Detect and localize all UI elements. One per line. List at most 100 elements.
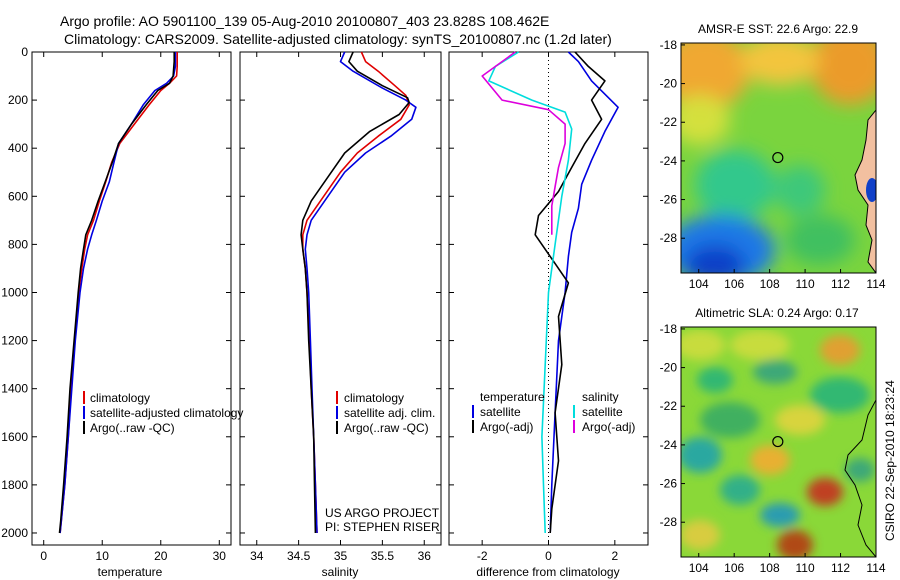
salinity-axes-box: [239, 51, 442, 546]
sst-field: [681, 43, 876, 273]
legend-label-satellite-adjusted: satellite adj. clim.: [344, 406, 435, 420]
legend-label-climatology: climatology: [90, 391, 150, 405]
profile-line-satellite: [488, 51, 573, 534]
depth-tick-label: 0: [21, 45, 28, 59]
x-tick-label: -2: [477, 549, 488, 563]
profile-line-argo-adj: [534, 51, 606, 534]
map-ytick-label: -26: [660, 477, 678, 491]
map-xtick-label: 114: [866, 277, 885, 291]
temperature-xlabel: temperature: [98, 565, 163, 579]
salinity-legend: climatology satellite adj. clim. Argo(..…: [336, 391, 435, 435]
x-tick-label: 35: [334, 549, 348, 563]
depth-tick-label: 800: [8, 237, 28, 251]
sst-coastal-blob: [866, 178, 876, 202]
x-tick-label: 0: [545, 549, 552, 563]
profile-x-ticks: 0 10 20 30 34 34.5 35 35.5 36 -2 0 2: [40, 52, 618, 563]
x-tick-label: 2: [611, 549, 618, 563]
profile-line-climatology: [302, 51, 410, 534]
legend-label-satellite-adjusted: satellite-adjusted climatology: [90, 406, 243, 420]
sst-float-marker: [772, 151, 784, 164]
legend-header-salinity: salinity: [582, 390, 619, 404]
pi-note: PI: STEPHEN RISER: [325, 520, 440, 534]
figure-title-line2: Climatology: CARS2009. Satellite-adjuste…: [64, 31, 612, 47]
sst-coastline: [854, 109, 876, 273]
x-tick-label: 20: [154, 549, 168, 563]
depth-tick-label: 1200: [1, 334, 28, 348]
sla-float-marker: [772, 435, 784, 448]
salinity-panel: climatology satellite adj. clim. Argo(..…: [239, 51, 442, 579]
temperature-axes-box: [31, 51, 232, 546]
legend-label-sal-satellite: satellite: [582, 405, 623, 419]
depth-tick-label: 400: [8, 141, 28, 155]
map-xtick-label: 114: [866, 561, 885, 575]
map-xtick-label: 104: [689, 277, 709, 291]
depth-tick-label: 1400: [1, 382, 28, 396]
legend-label-temp-satellite: satellite: [480, 405, 521, 419]
map-ytick-label: -18: [660, 38, 678, 52]
map-ytick-label: -24: [660, 154, 678, 168]
map-xtick-label: 106: [724, 561, 744, 575]
salinity-profile-lines: [300, 51, 417, 534]
sla-map: Altimetric SLA: 0.24 Argo: 0.17: [660, 306, 886, 575]
map-ytick-label: -24: [660, 438, 678, 452]
legend-header-temperature: temperature: [480, 390, 545, 404]
profile-line-satellite-adj-clim: [304, 51, 417, 534]
credit-stamp: CSIRO 22-Sep-2010 18:23:24: [883, 380, 897, 541]
map-ytick-label: -18: [660, 322, 678, 336]
sst-map-frame: [680, 42, 877, 274]
map-ytick-label: -26: [660, 193, 678, 207]
x-tick-label: 34.5: [287, 549, 311, 563]
figure-title-line1: Argo profile: AO 5901100_139 05-Aug-2010…: [60, 13, 549, 29]
map-xtick-label: 108: [760, 561, 780, 575]
depth-tick-label: 600: [8, 189, 28, 203]
depth-tick-label: 1800: [1, 478, 28, 492]
temperature-panel: climatology satellite-adjusted climatolo…: [31, 51, 243, 579]
map-xtick-label: 104: [689, 561, 709, 575]
depth-tick-label: 1600: [1, 430, 28, 444]
temperature-profile-lines: [58, 52, 178, 534]
sla-coastline: [844, 399, 876, 557]
sla-axes: -18 -20 -22 -24 -26 -28 104 106 108 110 112 114: [660, 322, 886, 575]
salinity-xlabel: salinity: [322, 565, 359, 579]
x-tick-label: 10: [96, 549, 110, 563]
x-tick-label: 30: [213, 549, 227, 563]
depth-tick-label: 200: [8, 93, 28, 107]
legend-label-temp-argo: Argo(-adj): [480, 420, 533, 434]
profile-line-satellite: [549, 51, 619, 534]
difference-xlabel: difference from climatology: [476, 565, 619, 579]
x-tick-label: 34: [250, 549, 264, 563]
difference-profile-lines: [481, 51, 619, 545]
map-ytick-label: -28: [660, 231, 678, 245]
sla-map-frame: [680, 326, 877, 558]
map-xtick-label: 108: [760, 277, 780, 291]
temperature-legend: climatology satellite-adjusted climatolo…: [83, 391, 243, 435]
sla-map-title: Altimetric SLA: 0.24 Argo: 0.17: [695, 306, 859, 320]
map-xtick-label: 112: [831, 277, 850, 291]
profile-line-argo-raw-qc: [58, 52, 175, 534]
legend-label-argo: Argo(..raw -QC): [344, 421, 429, 435]
x-tick-label: 0: [40, 549, 47, 563]
map-ytick-label: -22: [660, 399, 678, 413]
map-ytick-label: -20: [660, 77, 678, 91]
map-xtick-label: 110: [796, 277, 815, 291]
sla-field: [681, 327, 876, 557]
depth-axis: 0 200 400 600 800 1000 1200 1400 1600 1800 2000: [1, 45, 648, 540]
legend-label-sal-argo: Argo(-adj): [582, 420, 635, 434]
x-tick-label: 35.5: [371, 549, 395, 563]
project-note: US ARGO PROJECT: [325, 506, 440, 520]
profile-line-satellite-adjusted-climatology: [59, 52, 177, 534]
x-tick-label: 36: [418, 549, 432, 563]
legend-label-argo: Argo(..raw -QC): [90, 421, 175, 435]
sst-map-title: AMSR-E SST: 22.6 Argo: 22.9: [698, 22, 858, 36]
sst-map: AMSR-E SST: 22.6 Argo: 22.9 -18 -20 -22 -24…: [660, 22, 886, 291]
map-ytick-label: -22: [660, 115, 678, 129]
profile-line-argo-adj: [481, 51, 566, 235]
map-ytick-label: -20: [660, 361, 678, 375]
map-xtick-label: 110: [796, 561, 815, 575]
map-xtick-label: 112: [831, 561, 850, 575]
map-xtick-label: 106: [724, 277, 744, 291]
difference-legend: temperature salinity satellite satellite…: [472, 390, 635, 434]
legend-label-climatology: climatology: [344, 391, 404, 405]
depth-tick-label: 1000: [1, 285, 28, 299]
